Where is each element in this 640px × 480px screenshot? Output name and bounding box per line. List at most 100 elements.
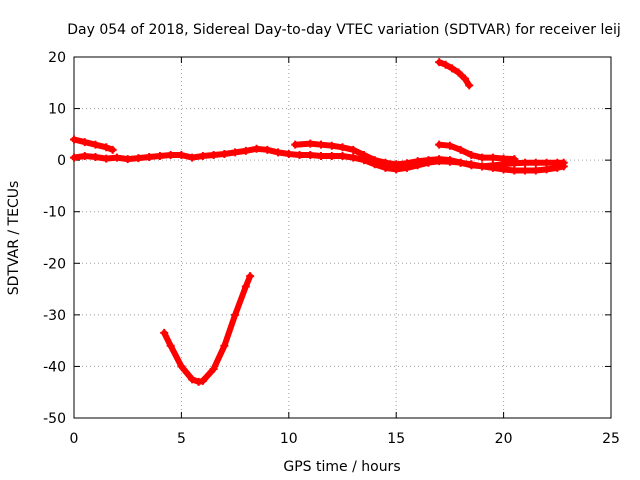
data-point bbox=[338, 143, 347, 152]
data-point bbox=[359, 150, 368, 159]
data-point bbox=[70, 135, 78, 144]
data-point bbox=[155, 152, 164, 161]
data-point bbox=[317, 140, 326, 149]
data-point bbox=[499, 154, 508, 163]
data-point bbox=[220, 341, 229, 350]
data-point bbox=[145, 153, 154, 162]
series-arc-2 bbox=[70, 135, 117, 154]
data-point bbox=[291, 140, 300, 149]
data-point bbox=[456, 145, 465, 154]
data-point bbox=[306, 139, 315, 148]
data-point bbox=[413, 157, 422, 166]
data-point bbox=[252, 144, 261, 153]
data-point bbox=[460, 74, 469, 83]
chart-title: Day 054 of 2018, Sidereal Day-to-day VTE… bbox=[67, 22, 621, 38]
data-point bbox=[209, 365, 218, 374]
data-point bbox=[198, 376, 207, 385]
data-point bbox=[246, 272, 255, 281]
data-point bbox=[241, 282, 250, 291]
y-tick-label: -30 bbox=[43, 308, 66, 324]
y-tick-label: 20 bbox=[48, 50, 66, 66]
x-tick-label: 15 bbox=[387, 431, 405, 447]
data-point bbox=[317, 152, 326, 161]
data-point bbox=[435, 155, 444, 164]
x-tick-label: 10 bbox=[280, 431, 298, 447]
data-point bbox=[327, 152, 336, 161]
data-point bbox=[198, 152, 207, 161]
data-point bbox=[209, 150, 218, 159]
grid-lines bbox=[74, 57, 611, 418]
data-point bbox=[102, 154, 111, 163]
data-point bbox=[70, 153, 78, 162]
series-arc-5 bbox=[160, 272, 255, 386]
data-point bbox=[441, 60, 450, 69]
data-point bbox=[456, 158, 465, 167]
y-tick-label: -10 bbox=[43, 205, 66, 221]
data-point bbox=[80, 152, 89, 161]
data-point bbox=[231, 310, 240, 319]
y-tick-label: -20 bbox=[43, 256, 66, 272]
x-tick-label: 20 bbox=[495, 431, 513, 447]
data-point bbox=[112, 153, 121, 162]
data-point bbox=[435, 58, 444, 67]
plot-frame bbox=[73, 56, 612, 419]
data-point bbox=[465, 81, 474, 90]
data-point bbox=[166, 150, 175, 159]
data-point bbox=[467, 161, 476, 170]
data-point bbox=[349, 153, 358, 162]
data-point bbox=[478, 153, 487, 162]
series-arc-6 bbox=[435, 58, 474, 90]
x-tick-label: 5 bbox=[177, 431, 186, 447]
data-point bbox=[188, 375, 197, 384]
data-point bbox=[274, 148, 283, 157]
data-point bbox=[542, 165, 551, 174]
data-point bbox=[177, 362, 186, 371]
data-point bbox=[123, 155, 132, 164]
data-point bbox=[349, 145, 358, 154]
data-point bbox=[160, 328, 169, 337]
series-layer bbox=[70, 58, 568, 386]
data-point bbox=[559, 158, 568, 167]
data-point bbox=[402, 159, 411, 168]
data-point bbox=[188, 153, 197, 162]
data-point bbox=[488, 153, 497, 162]
data-point bbox=[510, 166, 519, 175]
data-point bbox=[488, 161, 497, 170]
data-point bbox=[102, 143, 111, 152]
data-point bbox=[445, 141, 454, 150]
data-point bbox=[134, 154, 143, 163]
axis-ticks: 0 5 10 15 20 25 -50 -40 -30 -20 -10 0 10 20 bbox=[43, 50, 620, 447]
data-point bbox=[108, 145, 117, 154]
y-tick-label: 0 bbox=[57, 153, 66, 169]
data-point bbox=[392, 160, 401, 169]
y-tick-label: -50 bbox=[43, 411, 66, 427]
data-point bbox=[454, 68, 463, 77]
data-point bbox=[327, 141, 336, 150]
data-point bbox=[448, 64, 457, 73]
data-point bbox=[220, 149, 229, 158]
data-point bbox=[306, 150, 315, 159]
data-point bbox=[194, 377, 203, 386]
data-point bbox=[435, 140, 444, 149]
y-tick-label: 10 bbox=[48, 102, 66, 118]
data-point bbox=[80, 138, 89, 147]
y-axis-label: SDTVAR / TECUs bbox=[6, 181, 22, 296]
data-point bbox=[381, 158, 390, 167]
data-point bbox=[521, 158, 530, 167]
x-tick-label: 25 bbox=[602, 431, 620, 447]
data-point bbox=[531, 158, 540, 167]
series-arc-3 bbox=[291, 139, 568, 171]
data-point bbox=[91, 153, 100, 162]
data-point bbox=[370, 156, 379, 165]
series-arc-4 bbox=[435, 140, 519, 164]
y-tick-label: -40 bbox=[43, 359, 66, 375]
data-point bbox=[467, 150, 476, 159]
data-point bbox=[295, 150, 304, 159]
data-point bbox=[231, 148, 240, 157]
data-point bbox=[531, 166, 540, 175]
x-axis-label: GPS time / hours bbox=[283, 459, 400, 475]
data-point bbox=[284, 149, 293, 158]
data-point bbox=[424, 156, 433, 165]
data-point bbox=[338, 152, 347, 161]
